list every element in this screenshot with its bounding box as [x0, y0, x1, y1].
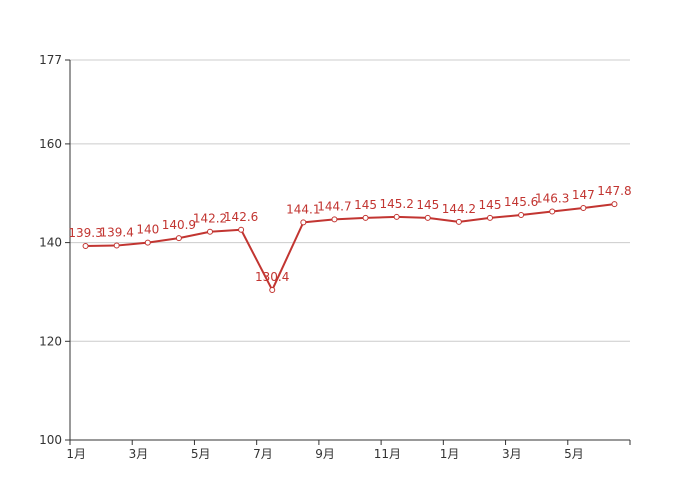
data-point: [580, 205, 587, 212]
y-tick-label: 120: [39, 334, 62, 348]
data-label: 146.3: [535, 192, 569, 206]
data-point: [269, 286, 276, 293]
data-point: [393, 213, 400, 220]
data-label: 145.2: [379, 197, 413, 211]
x-tick-label: 7月: [253, 447, 273, 461]
data-point: [207, 228, 213, 235]
data-point: [424, 214, 431, 221]
x-tick-label: 1月: [66, 447, 86, 461]
data-label: 144.2: [442, 202, 476, 216]
y-axis: 100 120 140 160 177: [39, 53, 71, 447]
data-label: 139.3: [68, 226, 102, 240]
y-tick-label: 100: [39, 433, 62, 447]
y-tick-label: 160: [39, 137, 62, 151]
data-point: [362, 214, 369, 221]
data-point: [611, 201, 618, 208]
x-tick-label: 11月: [374, 447, 401, 461]
data-point: [175, 235, 182, 242]
x-tick-label: 3月: [502, 447, 522, 461]
data-label: 142.6: [224, 210, 258, 224]
data-point: [238, 226, 245, 233]
data-label: 145: [416, 198, 439, 212]
data-label: 144.1: [286, 202, 320, 216]
data-point: [455, 218, 462, 225]
data-point: [300, 219, 307, 226]
x-tick-label: 5月: [191, 447, 211, 461]
data-label: 147: [572, 188, 595, 202]
data-label: 145: [479, 198, 502, 212]
data-label: 145.6: [504, 195, 538, 209]
x-tick-label: 5月: [564, 447, 584, 461]
y-tick-label: 177: [39, 53, 62, 67]
series-line: [85, 203, 615, 291]
data-label: 147.8: [597, 184, 631, 198]
data-point: [549, 208, 556, 215]
data-point: [82, 243, 89, 250]
data-label: 140: [136, 223, 159, 237]
data-point: [487, 214, 493, 221]
data-label: 130.4: [255, 270, 289, 284]
data-point: [518, 211, 525, 218]
data-label: 139.4: [99, 226, 133, 240]
grid-lines: [70, 59, 630, 342]
x-tick-label: 9月: [315, 447, 335, 461]
y-tick-label: 140: [39, 236, 62, 250]
data-point: [113, 242, 120, 249]
x-tick-label: 1月: [440, 447, 460, 461]
data-label: 144.7: [317, 199, 351, 213]
series-group: [82, 201, 618, 293]
data-label: 142.2: [193, 212, 227, 226]
x-tick-label: 3月: [129, 447, 149, 461]
data-label: 145: [354, 198, 377, 212]
x-axis: 1月 3月 5月 7月 9月 11月 1月 3月 5月: [66, 439, 631, 461]
data-point: [144, 239, 151, 246]
data-label: 140.9: [162, 218, 196, 232]
data-point: [331, 216, 338, 223]
